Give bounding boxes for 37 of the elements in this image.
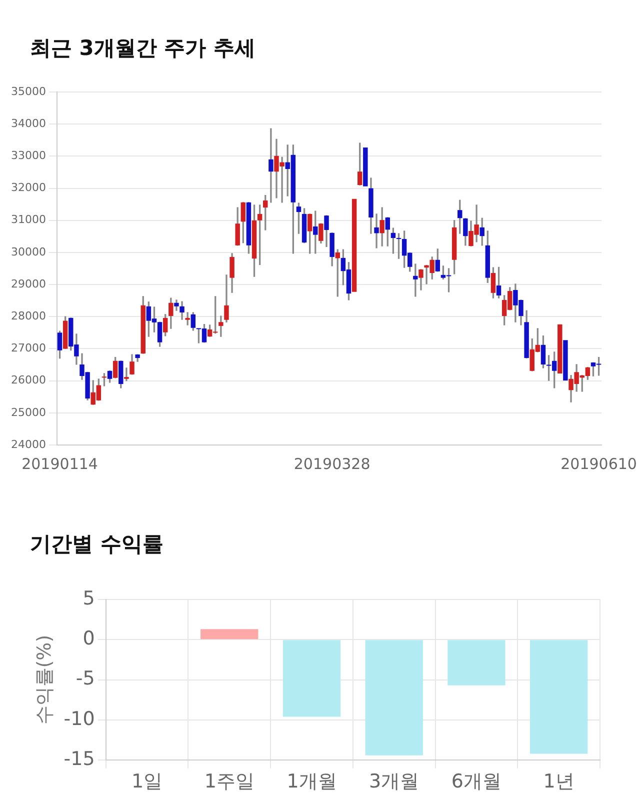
x-tick-label: 1년 — [543, 770, 574, 793]
y-tick-label: 5 — [82, 587, 95, 610]
y-tick-label: 26000 — [10, 374, 46, 387]
x-tick-label: 20190610 — [560, 454, 637, 473]
candlestick — [268, 128, 274, 203]
y-tick-label: 29000 — [10, 277, 46, 290]
y-tick-label: 24000 — [10, 438, 46, 451]
candlestick — [563, 340, 568, 380]
x-tick-label: 1개월 — [286, 770, 337, 793]
x-tick-label: 20190114 — [22, 454, 98, 473]
x-tick-label: 3개월 — [369, 770, 420, 793]
x-tick-label: 6개월 — [451, 770, 502, 793]
candlestick — [374, 214, 379, 248]
x-tick-label: 1일 — [131, 770, 163, 793]
candlestick — [218, 316, 224, 337]
y-tick-label: 34000 — [10, 116, 46, 130]
candlestick — [352, 198, 357, 292]
y-axis-title: 수익률(%) — [33, 634, 56, 725]
chart-title: 최근 3개월간 주가 추세 — [30, 35, 256, 62]
x-tick-label: 20190328 — [294, 454, 370, 473]
y-tick-label: 28000 — [10, 309, 46, 322]
x-tick-label: 1주일 — [204, 770, 254, 793]
chart-title: 기간별 수익률 — [30, 531, 164, 558]
y-tick-label: -5 — [76, 668, 95, 690]
y-tick-label: 35000 — [10, 84, 46, 98]
y-tick-label: 25000 — [10, 406, 46, 419]
y-tick-label: 0 — [82, 628, 95, 650]
y-tick-label: 32000 — [10, 181, 46, 194]
candlestick — [124, 368, 129, 382]
y-tick-label: -10 — [64, 708, 95, 730]
y-tick-label: -15 — [64, 748, 95, 770]
y-tick-label: 30000 — [10, 245, 46, 258]
y-tick-label: 33000 — [10, 149, 46, 162]
y-tick-label: 31000 — [10, 213, 46, 226]
candlestick — [363, 148, 368, 186]
candlestick — [558, 324, 562, 374]
y-tick-label: 27000 — [10, 342, 46, 355]
